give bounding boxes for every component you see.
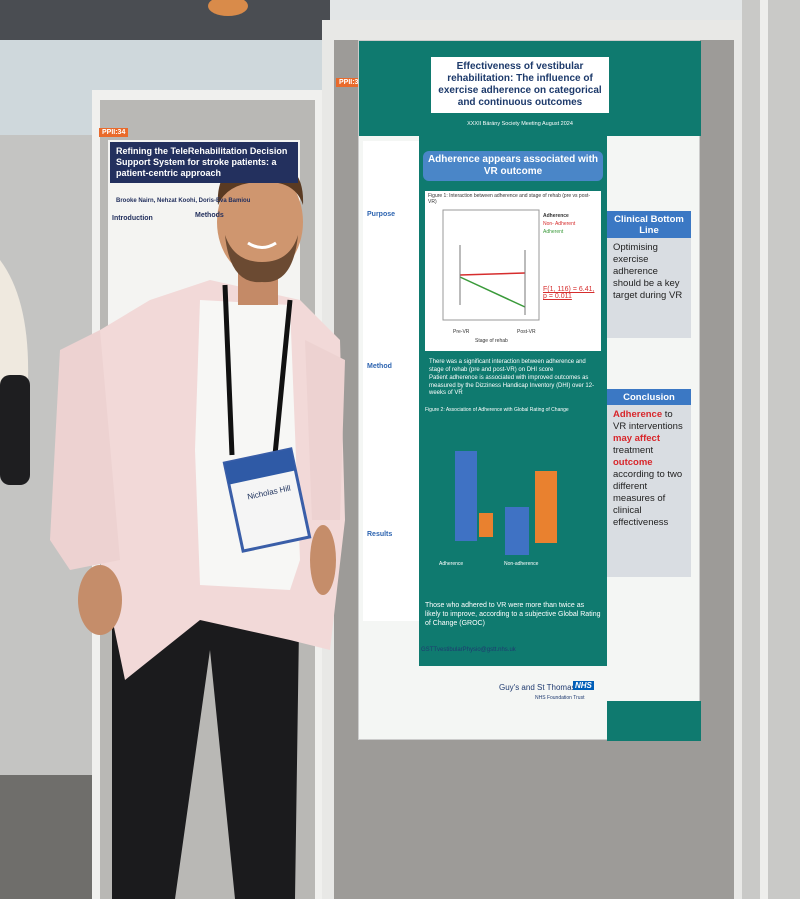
meeting: XXXII Bárány Society Meeting August 2024 bbox=[467, 121, 573, 127]
line-adherent bbox=[459, 276, 526, 308]
line-non-adherent bbox=[459, 272, 526, 276]
highlight: may affect bbox=[613, 433, 660, 444]
box-title: Conclusion bbox=[607, 389, 691, 406]
nhs-logo: NHS bbox=[573, 681, 594, 690]
section-heading: Introduction bbox=[112, 215, 153, 222]
text: according to two different measures of c… bbox=[613, 469, 683, 528]
badge-header bbox=[224, 448, 296, 485]
footer-band bbox=[607, 701, 701, 741]
beard bbox=[225, 235, 298, 283]
statistic: F(1, 116) = 6.41, p = 0.011 bbox=[543, 286, 595, 300]
legend-entry: Non- Adherent bbox=[543, 221, 576, 227]
section-label: Method bbox=[367, 363, 392, 370]
section-label: Results bbox=[367, 531, 393, 538]
plot-frame bbox=[442, 209, 540, 321]
x-tick-label: Post-VR bbox=[517, 329, 536, 335]
x-tick-label: Non-adherence bbox=[504, 561, 539, 567]
email: GSTTvestibularPhysio@gstt.nhs.uk bbox=[421, 647, 516, 653]
bar-3d bbox=[535, 471, 557, 543]
poster-title: Refining the TeleRehabilitation Decision… bbox=[110, 142, 298, 183]
figure-plot bbox=[455, 451, 557, 555]
lamp bbox=[208, 0, 248, 16]
legend-title: Adherence bbox=[543, 213, 569, 219]
bag bbox=[0, 375, 30, 485]
figure: Figure 1: Interaction between adherence … bbox=[425, 191, 601, 351]
legend-entry: Adherent bbox=[543, 229, 564, 235]
section-label: Purpose bbox=[367, 211, 396, 218]
lanyard bbox=[222, 284, 293, 456]
headline: Adherence appears associated with VR out… bbox=[423, 151, 603, 181]
person-arm bbox=[0, 260, 29, 400]
text: to VR interventions bbox=[613, 409, 683, 432]
box-text: Optimising exercise adherence should be … bbox=[607, 238, 691, 338]
poster-title: Effectiveness of vestibular rehabilitati… bbox=[431, 57, 609, 113]
pole bbox=[760, 0, 768, 899]
poster-authors: Brooke Nairn, Nehzat Koohi, Doris-Eva Ba… bbox=[116, 198, 251, 204]
poster-number: PPII:34 bbox=[99, 128, 129, 137]
box-title: Clinical Bottom Line bbox=[607, 211, 691, 239]
hand bbox=[310, 525, 336, 595]
highlight: Adherence bbox=[613, 409, 663, 420]
finding: There was a significant interaction betw… bbox=[429, 359, 586, 373]
x-axis-label: Stage of rehab bbox=[475, 338, 508, 344]
figure-title: Figure 1: Interaction between adherence … bbox=[428, 193, 591, 205]
text: treatment bbox=[613, 445, 654, 456]
x-tick-label: Adherence bbox=[439, 561, 464, 567]
poster: Effectiveness of vestibular rehabilitati… bbox=[358, 40, 701, 741]
side-column bbox=[363, 141, 419, 621]
x-tick-label: Pre-VR bbox=[453, 329, 470, 335]
trust-name: Guy's and St Thomas' bbox=[499, 683, 578, 692]
bar-3d bbox=[505, 507, 529, 555]
figure-plot bbox=[442, 209, 540, 321]
bar-3d bbox=[455, 451, 477, 541]
hand bbox=[78, 565, 122, 635]
box-text: Adherence to VR interventions may affect… bbox=[607, 405, 691, 577]
bottom-note: Those who adhered to VR were more than t… bbox=[425, 602, 601, 627]
section-heading: Methods bbox=[195, 212, 224, 219]
sleeve bbox=[50, 330, 120, 570]
poster-number: PPII:35 bbox=[336, 78, 366, 87]
figure-title: Figure 2: Association of Adherence with … bbox=[425, 407, 569, 413]
face bbox=[217, 167, 303, 277]
smile bbox=[247, 241, 277, 249]
trust-sub: NHS Foundation Trust bbox=[535, 695, 585, 701]
highlight: outcome bbox=[613, 457, 653, 468]
bar-3d bbox=[479, 513, 493, 537]
finding: Patient adherence is associated with imp… bbox=[429, 375, 595, 396]
sleeve bbox=[305, 340, 345, 520]
pole bbox=[742, 0, 800, 899]
